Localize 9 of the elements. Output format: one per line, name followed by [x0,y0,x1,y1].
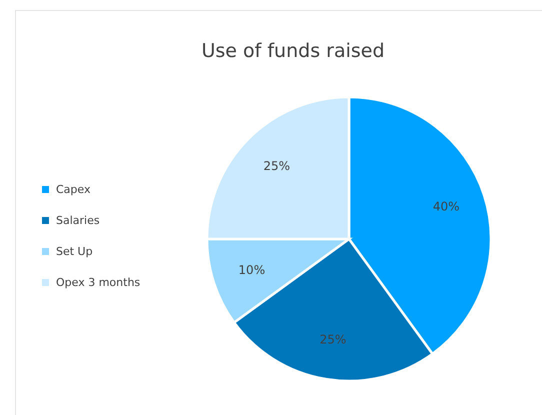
legend-label: Capex [56,183,91,196]
data-label: 10% [238,262,266,277]
legend-label: Salaries [56,214,100,228]
data-label: 40% [432,200,460,214]
legend-label: Opex 3 months [56,276,140,290]
legend-label: Set Up [56,245,93,258]
data-label: 25% [263,158,290,173]
chart-title: Use of funds raised [201,40,385,62]
data-label: 25% [320,332,346,346]
